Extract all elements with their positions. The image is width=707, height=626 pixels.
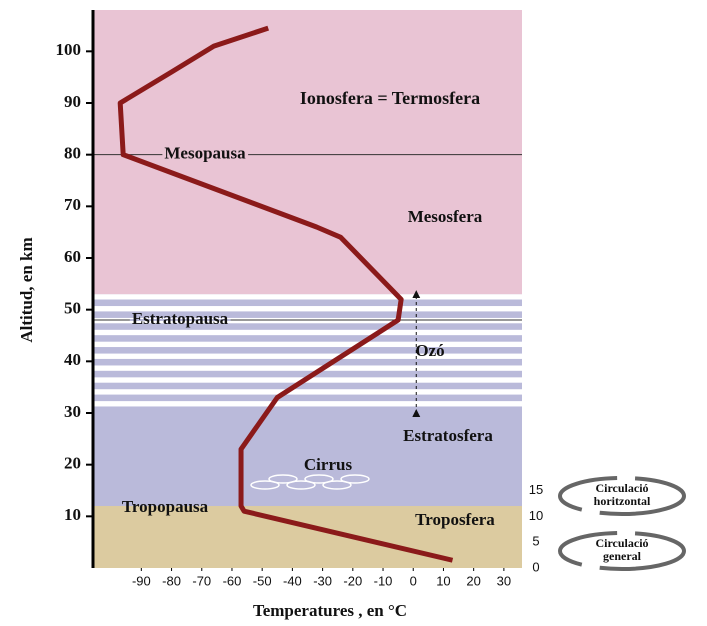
x-tick-label: -70 (192, 573, 211, 588)
stripe (93, 341, 522, 348)
side-tick-label: 5 (532, 534, 539, 549)
annotation: Tropopausa (122, 497, 209, 516)
stripe (93, 317, 522, 324)
stripe (93, 329, 522, 336)
x-tick-label: 10 (436, 573, 450, 588)
x-tick-label: -50 (253, 573, 272, 588)
annotation: Cirrus (304, 455, 353, 474)
band (93, 10, 522, 295)
x-tick-label: -10 (374, 573, 393, 588)
label-bg (129, 319, 231, 321)
side-label: general (603, 549, 642, 563)
y-tick-label: 70 (64, 195, 81, 214)
x-tick-label: -40 (283, 573, 302, 588)
side-tick-label: 15 (529, 482, 543, 497)
x-axis-title: Temperatures , en °C (253, 601, 407, 620)
x-tick-label: 20 (466, 573, 480, 588)
label-bg (162, 153, 249, 156)
bands (93, 10, 522, 568)
stripe (93, 294, 522, 300)
stripe (93, 389, 522, 395)
y-tick-label: 90 (64, 92, 81, 111)
y-axis-title: Altitud, en km (17, 237, 36, 342)
temperature-line (117, 25, 454, 563)
cirrus-cloud (286, 480, 316, 490)
side-label: horitzontal (594, 494, 651, 508)
y-tick-label: 10 (64, 505, 81, 524)
stripe (93, 401, 522, 407)
cirrus-cloud (322, 480, 352, 490)
cirrus-cloud (268, 474, 298, 484)
circulation-arrow (558, 476, 686, 516)
annotation: Estratosfera (403, 426, 493, 445)
x-tick-label: -30 (313, 573, 332, 588)
stripe (93, 306, 522, 312)
y-tick-label: 50 (64, 299, 81, 318)
y-tick-label: 100 (56, 40, 82, 59)
band (93, 413, 522, 506)
y-tick-label: 40 (64, 350, 81, 369)
annotation: Troposfera (415, 510, 495, 529)
x-tick-label: 30 (497, 573, 511, 588)
side-label: Circulació (595, 536, 648, 550)
stripe (93, 365, 522, 371)
cirrus-cloud (250, 480, 280, 490)
y-tick-label: 60 (64, 247, 81, 266)
cirrus-cloud (340, 474, 370, 484)
side-label: Circulació (595, 481, 648, 495)
cirrus-cloud (304, 474, 334, 484)
x-tick-label: 0 (410, 573, 417, 588)
annotation: Mesosfera (408, 207, 483, 226)
y-tick-label: 30 (64, 402, 81, 421)
x-tick-label: -20 (343, 573, 362, 588)
x-tick-label: -90 (132, 573, 151, 588)
stripe (93, 353, 522, 359)
side-tick-label: 10 (529, 508, 543, 523)
reference-label: Estratopausa (132, 309, 229, 328)
annotation: Ozó (415, 341, 444, 360)
y-tick-label: 80 (64, 144, 81, 163)
annotation: Ionosfera = Termosfera (300, 88, 480, 108)
x-tick-label: -80 (162, 573, 181, 588)
y-tick-label: 20 (64, 454, 81, 473)
circulation-arrow (558, 531, 686, 571)
reference-label: Mesopausa (164, 144, 246, 163)
x-tick-label: -60 (223, 573, 242, 588)
side-tick-label: 0 (532, 559, 539, 574)
